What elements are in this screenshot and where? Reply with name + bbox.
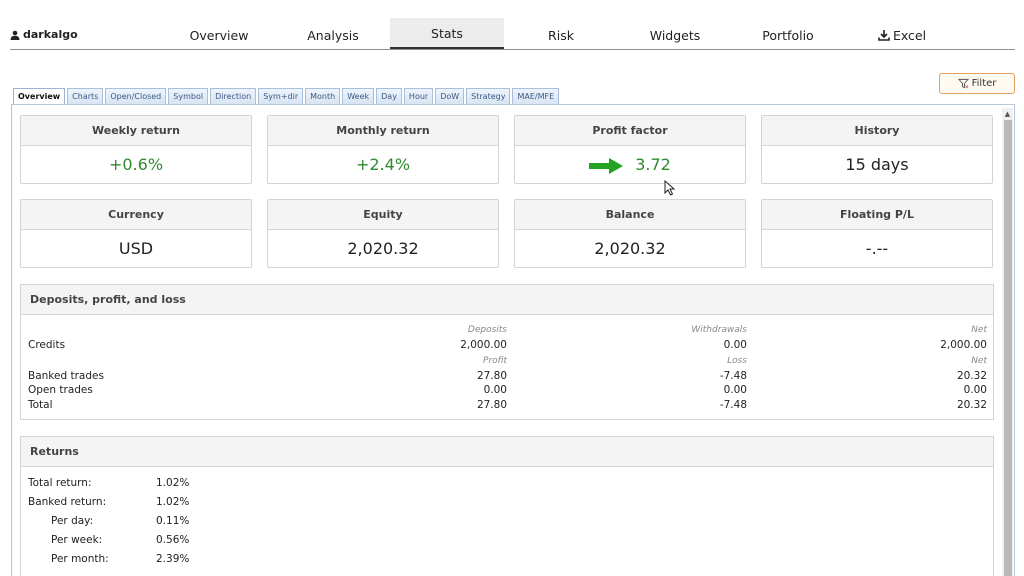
profit-factor-card: Profit factor 3.72 xyxy=(514,115,746,184)
per-day-value: 0.11% xyxy=(156,515,190,527)
total-profit: 27.80 xyxy=(476,399,507,411)
history-value: 15 days xyxy=(845,155,909,174)
top-nav: darkalgo Overview Analysis Stats Risk Wi… xyxy=(10,18,1015,50)
subtab-mae-mfe[interactable]: MAE/MFE xyxy=(512,88,560,104)
credits-label: Credits xyxy=(28,339,66,351)
weekly-return-card: Weekly return +0.6% xyxy=(20,115,252,184)
floating-pl-card: Floating P/L -.-- xyxy=(761,199,993,268)
card-title: History xyxy=(762,116,992,146)
balance-value: 2,020.32 xyxy=(594,239,666,258)
subtab-overview[interactable]: Overview xyxy=(13,88,66,104)
nav-tab-risk[interactable]: Risk xyxy=(548,28,574,43)
col-header-profit: Profit xyxy=(483,356,507,366)
subtab-symbol[interactable]: Symbol xyxy=(168,88,209,104)
filter-label: Filter xyxy=(971,78,997,89)
floating-pl-value: -.-- xyxy=(865,239,889,258)
card-title: Weekly return xyxy=(21,116,251,146)
card-title: Floating P/L xyxy=(762,200,992,230)
user-icon xyxy=(10,30,20,40)
banked-return-value: 1.02% xyxy=(156,496,190,508)
col-header-loss: Loss xyxy=(727,356,747,366)
open-loss: 0.00 xyxy=(723,384,747,396)
filter-icon xyxy=(957,78,969,89)
subtab-hour[interactable]: Hour xyxy=(403,88,434,104)
open-trades-label: Open trades xyxy=(28,384,93,396)
nav-tab-analysis[interactable]: Analysis xyxy=(307,28,359,43)
subtab-direction[interactable]: Direction xyxy=(210,88,257,104)
subtab-sym-dir[interactable]: Sym+dir xyxy=(258,88,304,104)
per-day-label: Per day: xyxy=(51,515,94,527)
col-header-net: Net xyxy=(971,356,987,366)
currency-value: USD xyxy=(118,239,154,258)
equity-value: 2,020.32 xyxy=(347,239,419,258)
panel-title: Returns xyxy=(21,437,993,467)
user-menu[interactable]: darkalgo xyxy=(10,28,78,41)
col-header-net: Net xyxy=(971,325,987,335)
equity-card: Equity 2,020.32 xyxy=(267,199,499,268)
nav-tab-excel[interactable]: Excel xyxy=(845,18,959,49)
subtab-day[interactable]: Day xyxy=(376,88,402,104)
download-icon xyxy=(878,30,890,41)
per-week-value: 0.56% xyxy=(156,534,190,546)
profit-factor-value: 3.72 xyxy=(635,155,671,174)
subtab-month[interactable]: Month xyxy=(305,88,341,104)
scroll-up-icon[interactable]: ▲ xyxy=(1004,110,1011,118)
credits-withdrawals: 0.00 xyxy=(723,339,747,351)
vertical-scrollbar[interactable]: ▲ xyxy=(1002,108,1013,576)
total-net: 20.32 xyxy=(956,399,987,411)
total-return-value: 1.02% xyxy=(156,477,190,489)
col-header-deposits: Deposits xyxy=(467,325,507,335)
total-label: Total xyxy=(28,399,53,411)
nav-tab-overview[interactable]: Overview xyxy=(189,28,249,43)
subtab-strategy[interactable]: Strategy xyxy=(466,88,511,104)
col-header-withdrawals: Withdrawals xyxy=(691,325,747,335)
banked-loss: -7.48 xyxy=(719,370,747,382)
credits-deposits: 2,000.00 xyxy=(460,339,507,351)
right-arrow-icon xyxy=(589,157,624,174)
monthly-return-card: Monthly return +2.4% xyxy=(267,115,499,184)
monthly-return-value: +2.4% xyxy=(355,155,411,174)
profit-factor-value-row: 3.72 xyxy=(515,146,745,184)
mouse-cursor-icon xyxy=(664,180,676,196)
username: darkalgo xyxy=(23,28,78,41)
deposits-panel: Deposits, profit, and loss Deposits With… xyxy=(20,284,994,420)
per-week-label: Per week: xyxy=(51,534,103,546)
subtab-charts[interactable]: Charts xyxy=(67,88,104,104)
nav-tab-widgets[interactable]: Widgets xyxy=(649,28,701,43)
banked-net: 20.32 xyxy=(956,370,987,382)
banked-return-label: Banked return: xyxy=(28,496,107,508)
card-title: Monthly return xyxy=(268,116,498,146)
scrollbar-thumb[interactable] xyxy=(1004,120,1012,576)
panel-title: Deposits, profit, and loss xyxy=(21,285,993,315)
excel-label: Excel xyxy=(892,28,927,43)
returns-panel: Returns Total return: 1.02% Banked retur… xyxy=(20,436,994,576)
nav-tab-portfolio[interactable]: Portfolio xyxy=(762,28,814,43)
nav-tab-stats[interactable]: Stats xyxy=(390,18,504,49)
subtab-dow[interactable]: DoW xyxy=(435,88,465,104)
banked-trades-label: Banked trades xyxy=(28,370,104,382)
weekly-return-value: +0.6% xyxy=(108,155,164,174)
banked-profit: 27.80 xyxy=(476,370,507,382)
history-card: History 15 days xyxy=(761,115,993,184)
subtab-week[interactable]: Week xyxy=(342,88,375,104)
open-net: 0.00 xyxy=(963,384,987,396)
credits-net: 2,000.00 xyxy=(940,339,987,351)
card-title: Balance xyxy=(515,200,745,230)
open-profit: 0.00 xyxy=(483,384,507,396)
card-title: Equity xyxy=(268,200,498,230)
per-month-value: 2.39% xyxy=(156,553,190,565)
balance-card: Balance 2,020.32 xyxy=(514,199,746,268)
card-title: Profit factor xyxy=(515,116,745,146)
total-loss: -7.48 xyxy=(719,399,747,411)
per-month-label: Per month: xyxy=(51,553,109,565)
currency-card: Currency USD xyxy=(20,199,252,268)
total-return-label: Total return: xyxy=(28,477,92,489)
stats-subtabs: Overview Charts Open/Closed Symbol Direc… xyxy=(13,88,560,104)
card-title: Currency xyxy=(21,200,251,230)
filter-button[interactable]: Filter xyxy=(939,73,1015,94)
subtab-open-closed[interactable]: Open/Closed xyxy=(105,88,167,104)
